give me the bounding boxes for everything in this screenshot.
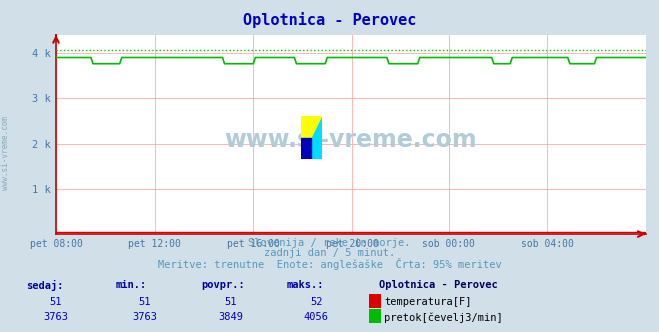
Text: 4056: 4056: [304, 312, 329, 322]
Text: zadnji dan / 5 minut.: zadnji dan / 5 minut.: [264, 248, 395, 258]
Polygon shape: [301, 138, 311, 159]
Text: 3849: 3849: [218, 312, 243, 322]
Text: www.si-vreme.com: www.si-vreme.com: [1, 116, 10, 190]
Polygon shape: [301, 116, 322, 159]
Text: 3763: 3763: [43, 312, 69, 322]
Text: Oplotnica - Perovec: Oplotnica - Perovec: [243, 12, 416, 28]
Text: 3763: 3763: [132, 312, 158, 322]
Text: sedaj:: sedaj:: [26, 280, 64, 290]
Text: 51: 51: [139, 297, 151, 307]
Text: maks.:: maks.:: [287, 280, 324, 290]
Polygon shape: [301, 116, 322, 159]
Text: 51: 51: [225, 297, 237, 307]
Text: 52: 52: [310, 297, 322, 307]
Text: 51: 51: [50, 297, 62, 307]
Text: pretok[čevelj3/min]: pretok[čevelj3/min]: [384, 312, 503, 323]
Text: temperatura[F]: temperatura[F]: [384, 297, 472, 307]
Text: Oplotnica - Perovec: Oplotnica - Perovec: [379, 280, 498, 290]
Text: Meritve: trenutne  Enote: anglešaške  Črta: 95% meritev: Meritve: trenutne Enote: anglešaške Črta…: [158, 258, 501, 270]
Text: Slovenija / reke in morje.: Slovenija / reke in morje.: [248, 238, 411, 248]
Text: min.:: min.:: [115, 280, 146, 290]
Text: www.si-vreme.com: www.si-vreme.com: [225, 128, 477, 152]
Text: povpr.:: povpr.:: [201, 280, 244, 290]
